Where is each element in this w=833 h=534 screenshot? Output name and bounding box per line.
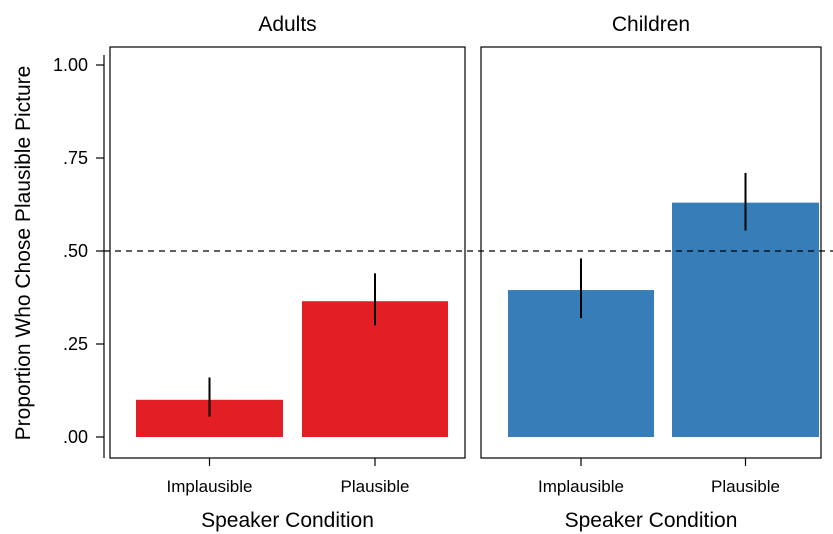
x-category-label: Implausible xyxy=(167,477,253,496)
x-category-label: Plausible xyxy=(341,477,410,496)
panel-frame xyxy=(109,46,466,459)
x-category-label: Plausible xyxy=(711,477,780,496)
x-category-label: Implausible xyxy=(538,477,624,496)
chart-panels: Adults Implausible Plausible Speaker Condit… xyxy=(104,13,833,532)
y-tick-label: .75 xyxy=(63,148,88,168)
panel-children: Children Implausible Plausible Speaker Cond… xyxy=(480,13,822,532)
panel-adults: Adults Implausible Plausible Speaker Condit… xyxy=(109,13,466,532)
y-tick-label: 1.00 xyxy=(53,55,88,75)
y-axis-title: Proportion Who Chose Plausible Picture xyxy=(12,66,35,441)
x-axis-title: Speaker Condition xyxy=(201,509,374,532)
y-axis: .00 .25 .50 .75 1.00 xyxy=(53,55,105,458)
bar-plausible xyxy=(672,202,819,437)
panel-title: Adults xyxy=(258,13,316,36)
y-tick-label: .00 xyxy=(63,427,88,447)
y-tick-label: .25 xyxy=(63,334,88,354)
x-axis-title: Speaker Condition xyxy=(565,509,738,532)
y-tick-label: .50 xyxy=(63,241,88,261)
panel-frame xyxy=(480,46,822,459)
panel-title: Children xyxy=(612,13,690,36)
